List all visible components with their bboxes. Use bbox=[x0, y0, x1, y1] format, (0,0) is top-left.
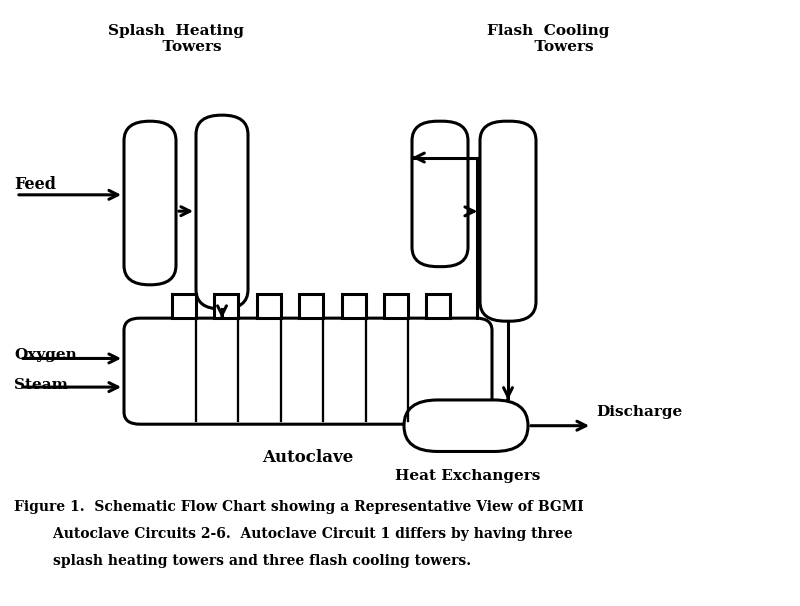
Text: Autoclave Circuits 2-6.  Autoclave Circuit 1 differs by having three: Autoclave Circuits 2-6. Autoclave Circui… bbox=[14, 527, 573, 541]
Text: Oxygen: Oxygen bbox=[14, 347, 77, 362]
FancyBboxPatch shape bbox=[412, 121, 468, 267]
Text: Feed: Feed bbox=[14, 176, 56, 193]
FancyBboxPatch shape bbox=[404, 400, 528, 451]
Text: Figure 1.  Schematic Flow Chart showing a Representative View of BGMI: Figure 1. Schematic Flow Chart showing a… bbox=[14, 500, 584, 514]
Bar bbox=[426, 294, 450, 318]
Text: Steam: Steam bbox=[14, 378, 68, 392]
Bar bbox=[342, 294, 366, 318]
Text: Heat Exchangers: Heat Exchangers bbox=[395, 468, 541, 483]
FancyBboxPatch shape bbox=[480, 121, 536, 321]
Text: Autoclave: Autoclave bbox=[262, 449, 354, 466]
Text: Flash  Cooling
      Towers: Flash Cooling Towers bbox=[487, 24, 609, 55]
Bar bbox=[299, 294, 323, 318]
Text: splash heating towers and three flash cooling towers.: splash heating towers and three flash co… bbox=[14, 554, 471, 568]
FancyBboxPatch shape bbox=[196, 115, 248, 309]
Bar bbox=[257, 294, 281, 318]
Bar bbox=[384, 294, 408, 318]
Text: Discharge: Discharge bbox=[596, 405, 682, 419]
Text: Splash  Heating
      Towers: Splash Heating Towers bbox=[108, 24, 244, 55]
FancyBboxPatch shape bbox=[124, 121, 176, 285]
Bar bbox=[214, 294, 238, 318]
FancyBboxPatch shape bbox=[124, 318, 492, 424]
Bar bbox=[172, 294, 196, 318]
